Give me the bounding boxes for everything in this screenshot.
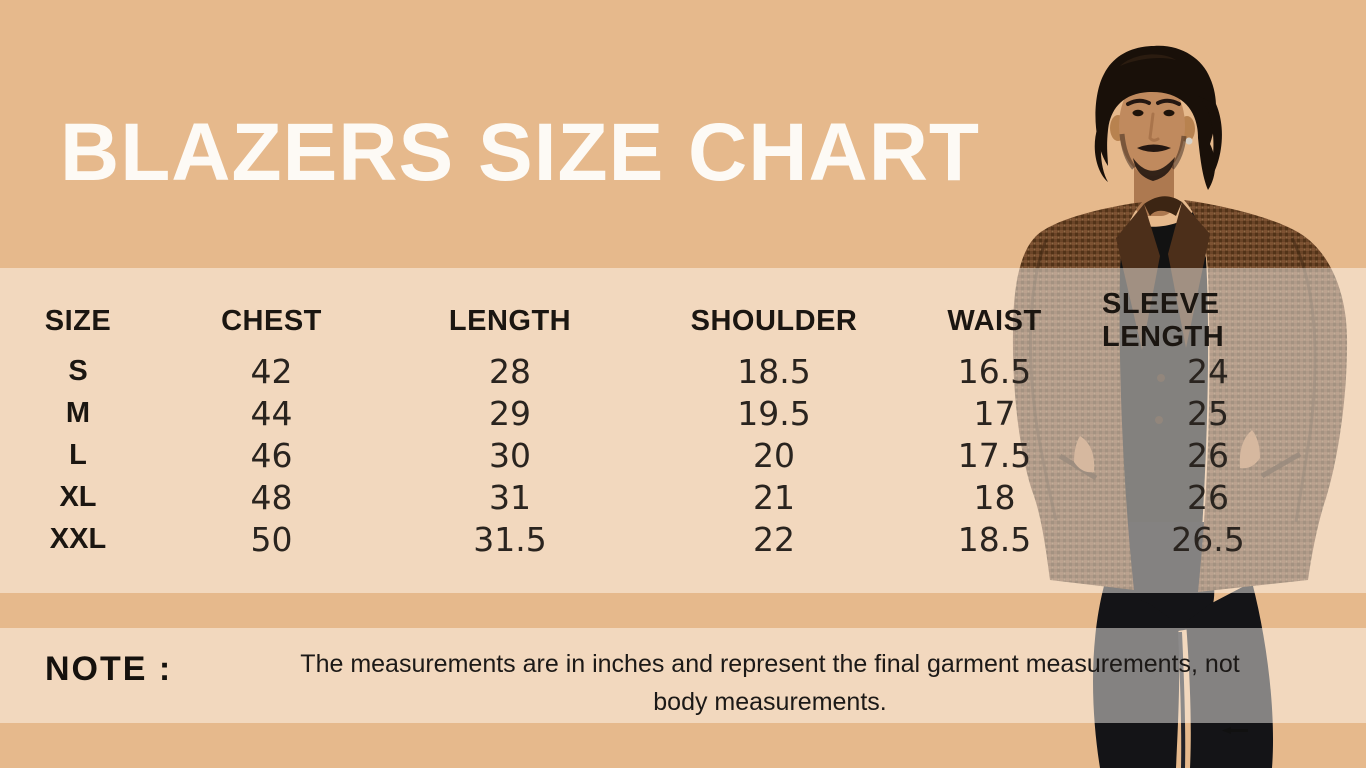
size-chart-table: SIZE CHEST LENGTH SHOULDER WAIST SLEEVE LENGT… bbox=[0, 268, 1366, 560]
cell-chest-L: 46 bbox=[250, 435, 293, 475]
cell-length-L: 30 bbox=[489, 435, 531, 475]
cell-sleeve-XXL: 26.5 bbox=[1171, 519, 1245, 559]
cell-length-XL: 31 bbox=[489, 477, 531, 517]
row-label-XXL: XXL bbox=[49, 522, 107, 555]
page-title: BLAZERS SIZE CHART bbox=[60, 107, 980, 198]
column-header-size: SIZE bbox=[44, 304, 112, 337]
row-label-M: M bbox=[65, 396, 91, 429]
column-header-chest: CHEST bbox=[221, 304, 322, 337]
model-hand-left bbox=[1074, 436, 1095, 473]
model-hand-right bbox=[1239, 430, 1260, 469]
cell-waist-XXL: 18.5 bbox=[957, 519, 1032, 559]
cell-shoulder-L: 20 bbox=[753, 435, 795, 475]
note-label: NOTE : bbox=[45, 650, 173, 688]
cell-waist-S: 16.5 bbox=[957, 351, 1032, 391]
row-label-L: L bbox=[69, 438, 87, 471]
cell-sleeve-XL: 26 bbox=[1187, 477, 1229, 517]
cell-length-XXL: 31.5 bbox=[473, 519, 547, 559]
cell-shoulder-S: 18.5 bbox=[737, 351, 811, 391]
note-text: The measurements are in inches and repre… bbox=[195, 645, 1345, 721]
cell-shoulder-XL: 21 bbox=[753, 477, 795, 517]
cell-waist-M: 17 bbox=[973, 393, 1016, 433]
cell-length-M: 29 bbox=[489, 393, 531, 433]
cell-length-S: 28 bbox=[489, 351, 531, 391]
cell-chest-S: 42 bbox=[250, 351, 293, 391]
cell-sleeve-L: 26 bbox=[1187, 435, 1229, 475]
row-label-S: S bbox=[68, 354, 88, 387]
cell-chest-XL: 48 bbox=[250, 477, 293, 517]
small-dash-mark bbox=[1222, 727, 1248, 734]
cell-chest-XXL: 50 bbox=[250, 519, 293, 559]
row-label-XL: XL bbox=[59, 480, 97, 513]
table-background-band bbox=[0, 268, 1366, 593]
cell-sleeve-M: 25 bbox=[1187, 393, 1229, 433]
note-line-2: body measurements. bbox=[653, 688, 887, 716]
note-line-1: The measurements are in inches and repre… bbox=[300, 650, 1240, 678]
cell-waist-L: 17.5 bbox=[957, 435, 1032, 475]
column-header-sleeve: SLEEVE LENGTH bbox=[1102, 288, 1225, 353]
model-photo bbox=[1012, 45, 1348, 768]
column-header-length: LENGTH bbox=[448, 304, 572, 337]
column-header-shoulder: SHOULDER bbox=[690, 304, 858, 337]
note-background-band bbox=[0, 628, 1366, 723]
cell-shoulder-XXL: 22 bbox=[753, 519, 795, 559]
cell-chest-M: 44 bbox=[250, 393, 293, 433]
model-trousers bbox=[1093, 522, 1274, 768]
note-section: NOTE : The measurements are in inches an… bbox=[0, 628, 1366, 723]
model-head bbox=[1094, 45, 1222, 216]
column-header-waist: WAIST bbox=[947, 304, 1042, 337]
cell-waist-XL: 18 bbox=[973, 477, 1016, 517]
cell-sleeve-S: 24 bbox=[1187, 351, 1229, 391]
cell-shoulder-M: 19.5 bbox=[737, 393, 811, 433]
model-blazer bbox=[1012, 196, 1348, 592]
